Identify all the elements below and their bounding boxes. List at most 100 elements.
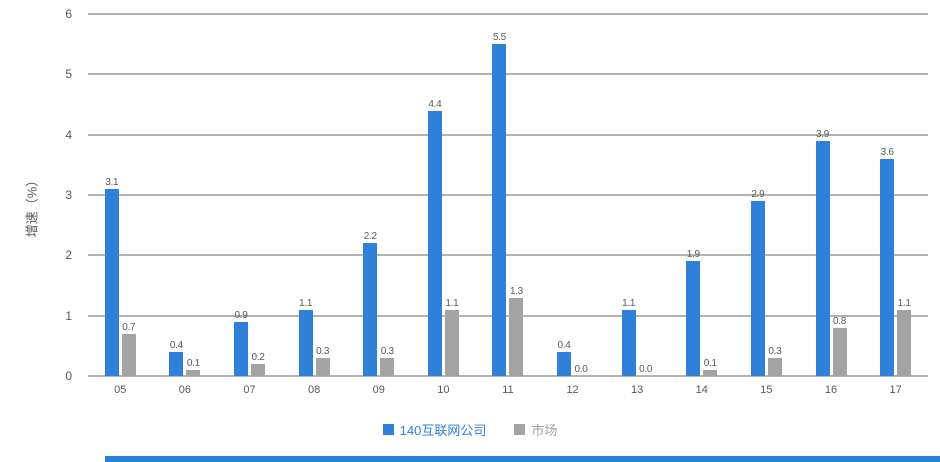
legend-swatch-gray [514,424,526,435]
bar-group-08: 1.1 0.3 [282,14,347,376]
bar-unit-blue-11: 5.5 [492,14,507,376]
gray-bar [509,297,524,376]
data-label: 3.9 [815,128,829,140]
y-axis-ticks: 0 1 2 3 4 5 6 [52,7,80,383]
legend-label-series-0: 140互联网公司 [399,423,487,438]
x-tick-label-09: 09 [372,384,385,396]
bar-group-15: 2.9 0.3 [734,14,799,376]
blue-bar [427,110,442,376]
bar-unit-gray-05: 0.7 [121,14,136,376]
gridline-y1 [88,314,928,317]
bar-unit-blue-17: 3.6 [880,14,895,376]
data-label: 4.4 [428,98,442,110]
bar-unit-blue-07: 0.9 [234,14,249,376]
plot-area: 3.1 0.7 0.4 0.1 0.9 0.2 1.1 0.3 2.2 0.3 4.4 1.1 5.5 1… [88,13,928,377]
blue-bar [686,261,701,376]
data-label: 0.0 [639,364,653,375]
bar-group-11: 5.5 1.3 [476,14,541,376]
bar-group-14: 1.9 0.1 [669,14,734,376]
blue-bar [880,158,895,376]
data-label: 0.0 [574,364,588,375]
gridline-y6 [88,13,928,15]
bar-group-17: 3.6 1.1 [863,14,928,376]
gridline-y0 [88,375,928,377]
x-tick-label-05: 05 [114,384,127,396]
x-tick-label-06: 06 [178,384,192,396]
x-tick-label-17: 17 [889,384,902,396]
blue-bar [234,321,249,376]
data-label: 0.3 [316,345,330,357]
bar-unit-blue-06: 0.4 [169,14,184,376]
data-label: 0.9 [234,309,248,321]
bar-unit-blue-10: 4.4 [427,14,442,376]
gridline-y3 [88,194,928,196]
data-label: 0.4 [169,339,183,351]
bar-unit-gray-12: 0.0 [574,14,588,376]
gridline-y2 [88,254,928,257]
bar-unit-blue-09: 2.2 [363,14,378,376]
data-label: 1.1 [299,297,313,309]
data-label: 0.1 [186,357,200,369]
bar-group-05: 3.1 0.7 [88,14,153,376]
bar-unit-gray-15: 0.3 [767,14,782,376]
bar-group-13: 1.1 0.0 [605,14,670,376]
x-tick-label-12: 12 [566,384,579,396]
bar-unit-blue-12: 0.4 [557,14,572,376]
y-tick-label-6: 6 [65,7,72,21]
bar-unit-gray-11: 1.3 [509,14,524,376]
bar-unit-blue-14: 1.9 [686,14,701,376]
legend-item-series-1: 市场 [514,420,557,439]
bar-group-16: 3.9 0.8 [799,14,864,376]
x-tick-label-08: 08 [308,384,321,396]
data-label: 1.3 [509,285,523,297]
gray-bar [767,357,782,376]
x-tick-label-16: 16 [824,384,838,396]
bar-group-10: 4.4 1.1 [411,14,476,376]
bar-unit-gray-13: 0.0 [639,14,653,376]
data-label: 5.5 [492,32,506,44]
bar-unit-gray-09: 0.3 [380,14,395,376]
gridline-y5 [88,73,928,76]
y-tick-label-4: 4 [65,127,72,142]
bar-unit-gray-08: 0.3 [315,14,330,376]
x-tick-label-07: 07 [243,384,256,396]
data-label: 2.9 [751,189,765,201]
blue-bar [750,201,765,376]
data-label: 0.3 [380,345,394,357]
x-tick-label-14: 14 [695,384,708,396]
data-label: 0.8 [832,315,846,327]
x-tick-label-15: 15 [760,384,773,396]
gray-bar [315,357,330,376]
legend-item-series-0: 140互联网公司 [382,420,487,439]
bar-unit-gray-10: 1.1 [444,14,459,376]
blue-bar [621,309,636,376]
blue-bar [104,188,119,376]
x-axis-labels: 05 06 07 08 09 10 11 12 13 14 15 16 17 [88,384,928,396]
x-tick-label-10: 10 [437,384,450,396]
bar-unit-gray-17: 1.1 [897,14,912,376]
gray-bar [186,369,201,376]
gray-bar [832,327,847,376]
bar-unit-blue-05: 3.1 [104,14,119,376]
gray-bar [703,369,718,376]
y-tick-label-3: 3 [65,188,72,202]
bar-unit-gray-14: 0.1 [703,14,718,376]
gray-bar [251,363,266,376]
bar-unit-blue-13: 1.1 [621,14,636,376]
blue-bar [557,351,572,376]
gray-bar [121,333,136,376]
legend-swatch-blue [382,424,394,435]
data-label: 3.1 [105,176,119,188]
legend-label-series-1: 市场 [531,423,558,438]
blue-bar [492,44,507,376]
bottom-accent-bar [105,456,940,462]
bar-group-07: 0.9 0.2 [217,14,282,376]
data-label: 1.1 [897,297,911,309]
blue-bar [169,351,184,376]
y-axis-title: 增速（%） [24,173,40,238]
bar-group-06: 0.4 0.1 [153,14,218,376]
gray-bar [380,357,395,376]
bar-unit-blue-15: 2.9 [750,14,765,376]
data-label: 2.2 [363,231,377,243]
